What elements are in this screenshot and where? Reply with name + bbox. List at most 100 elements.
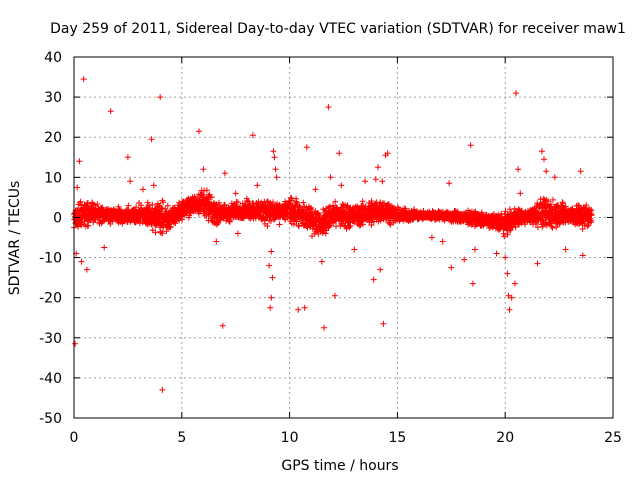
data-point xyxy=(85,222,92,229)
data-point xyxy=(588,211,595,218)
data-point xyxy=(203,187,210,194)
data-point xyxy=(140,186,146,193)
data-point xyxy=(109,218,116,225)
data-point xyxy=(267,304,274,311)
data-point xyxy=(534,260,541,267)
data-point xyxy=(133,204,140,211)
data-point xyxy=(375,164,381,171)
y-tick-label: -30 xyxy=(39,331,62,347)
data-point xyxy=(377,217,384,224)
data-point xyxy=(295,306,302,313)
data-point xyxy=(124,154,131,161)
data-point xyxy=(273,174,280,181)
data-point xyxy=(163,228,170,235)
data-point xyxy=(549,224,556,231)
tick-labels: 0 5 10 15 20 25 40 30 20 10 0 -10 -20 -30 -40 -50 xyxy=(39,50,622,446)
data-point xyxy=(513,90,519,97)
data-point xyxy=(78,258,85,265)
data-point xyxy=(519,208,525,215)
data-point xyxy=(289,197,295,204)
y-tick-label: 20 xyxy=(44,130,62,146)
data-point xyxy=(370,276,377,283)
data-point xyxy=(384,150,391,157)
data-point xyxy=(588,218,595,224)
y-axis-label: SDTVAR / TECUs xyxy=(7,181,23,296)
data-point xyxy=(164,202,171,209)
data-point xyxy=(501,233,508,240)
data-point xyxy=(271,154,278,161)
data-point xyxy=(319,229,326,236)
data-point xyxy=(149,201,156,208)
data-point xyxy=(301,304,308,311)
data-point xyxy=(562,246,569,253)
data-point xyxy=(125,202,132,209)
data-point xyxy=(338,182,345,189)
data-point xyxy=(127,178,134,185)
data-point xyxy=(538,148,545,155)
x-tick-label: 20 xyxy=(496,430,514,446)
data-point xyxy=(213,238,220,245)
y-tick-label: -10 xyxy=(39,251,62,267)
data-point xyxy=(178,212,185,219)
data-point xyxy=(85,200,91,207)
data-point xyxy=(234,230,241,237)
data-point xyxy=(372,176,379,183)
data-point xyxy=(551,174,558,181)
data-point xyxy=(216,199,222,206)
data-point xyxy=(318,258,325,265)
gridlines xyxy=(74,57,613,418)
data-point xyxy=(74,184,81,191)
y-tick-label: 30 xyxy=(44,90,62,106)
chart-title: Day 259 of 2011, Sidereal Day-to-day VTE… xyxy=(50,21,626,37)
data-point xyxy=(219,322,226,329)
data-point xyxy=(336,150,343,157)
data-point xyxy=(232,190,239,197)
x-axis-label: GPS time / hours xyxy=(281,458,398,474)
data-point xyxy=(272,166,279,173)
y-tick-label: 0 xyxy=(53,210,62,226)
data-point xyxy=(428,234,435,241)
data-point xyxy=(196,128,202,135)
data-point xyxy=(76,158,83,165)
y-tick-label: -50 xyxy=(39,411,62,427)
data-point xyxy=(379,178,386,185)
data-point xyxy=(101,244,108,251)
data-point xyxy=(331,292,338,299)
data-point xyxy=(446,180,453,187)
data-point xyxy=(147,205,153,212)
data-point xyxy=(504,270,511,277)
data-point xyxy=(368,198,375,205)
data-point xyxy=(266,262,273,269)
data-point xyxy=(553,224,560,231)
data-point xyxy=(325,104,332,111)
data-point xyxy=(333,204,340,211)
data-point xyxy=(200,166,207,173)
x-tick-label: 15 xyxy=(388,430,406,446)
data-point xyxy=(506,306,513,313)
data-point xyxy=(321,324,328,331)
data-point xyxy=(92,216,99,223)
y-tick-label: 10 xyxy=(44,170,62,186)
data-point xyxy=(172,220,179,227)
data-point xyxy=(583,202,590,209)
y-tick-label: 40 xyxy=(44,50,62,66)
data-point xyxy=(386,220,393,227)
data-point xyxy=(322,230,329,237)
data-point xyxy=(159,386,166,393)
data-point xyxy=(214,220,221,227)
data-point xyxy=(439,238,446,245)
data-point xyxy=(264,223,271,229)
data-point xyxy=(249,132,256,139)
data-point xyxy=(504,231,511,238)
data-point xyxy=(296,202,303,209)
data-point xyxy=(300,199,307,206)
data-point xyxy=(255,198,262,205)
data-point xyxy=(303,144,310,151)
data-point xyxy=(511,280,518,287)
data-point xyxy=(562,203,569,210)
data-point xyxy=(332,198,339,205)
data-point xyxy=(269,274,276,281)
x-tick-label: 10 xyxy=(281,430,299,446)
data-point xyxy=(94,201,101,208)
data-point xyxy=(584,223,591,230)
